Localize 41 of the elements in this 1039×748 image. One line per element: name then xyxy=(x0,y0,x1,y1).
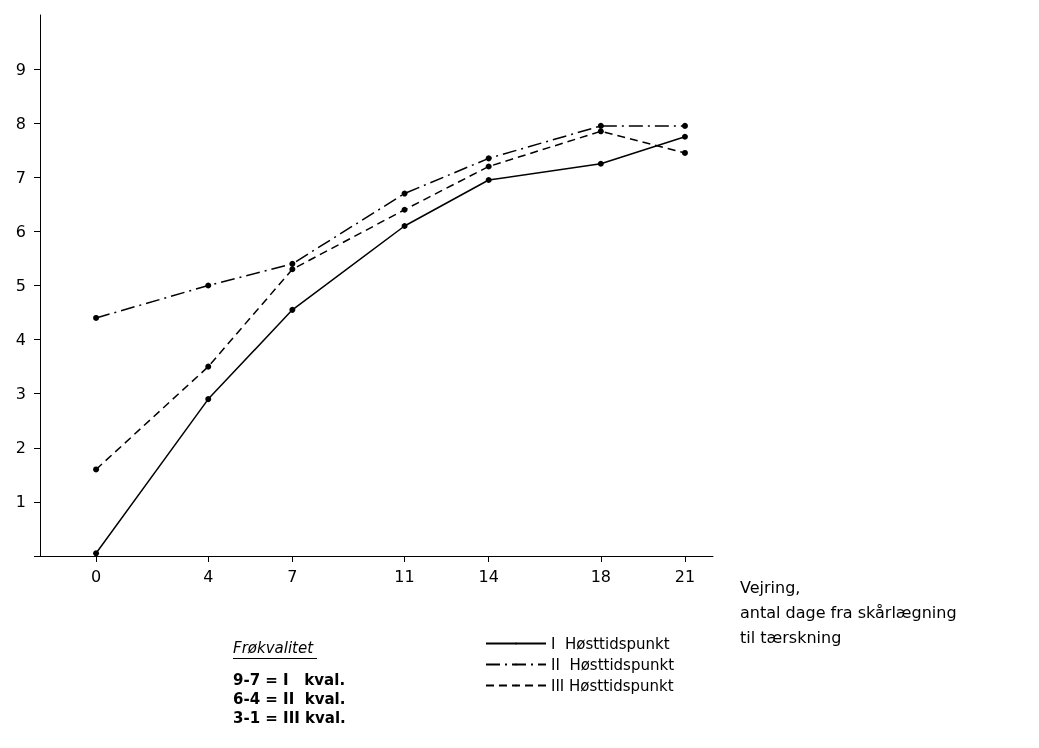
x-tick-label: 0 xyxy=(90,566,102,586)
legend-label: III Høsttidspunkt xyxy=(551,676,674,695)
text: Frøkvalitet xyxy=(233,638,315,657)
legend-label: I Høsttidspunkt xyxy=(551,634,670,653)
point xyxy=(289,306,296,313)
point xyxy=(205,396,212,403)
x-tick-label: 11 xyxy=(394,566,415,586)
x-tick-label: 14 xyxy=(478,566,499,586)
x-axis-title: Vejring, antal dage fra skårlægning til tærskning xyxy=(740,578,957,647)
point xyxy=(401,206,408,213)
y-tick-label: 6 xyxy=(15,221,26,241)
y-tick-label: 9 xyxy=(15,59,26,79)
point xyxy=(93,466,100,473)
point xyxy=(681,149,688,156)
y-tick-label: 4 xyxy=(15,330,26,350)
point xyxy=(681,133,688,140)
x-tick-label: 21 xyxy=(674,566,696,586)
point xyxy=(93,550,100,557)
y-tick-label: 8 xyxy=(15,113,26,133)
point xyxy=(681,122,688,129)
point xyxy=(401,190,408,197)
point xyxy=(205,363,212,370)
x-tick-label: 7 xyxy=(287,566,298,586)
legend-label: II Høsttidspunkt xyxy=(551,655,675,674)
y-tick-label: 5 xyxy=(15,276,26,295)
point xyxy=(485,155,492,162)
point xyxy=(289,266,296,273)
x-tick-label: 18 xyxy=(590,566,612,586)
text: 9-7 = I kval. 6-4 = II kval. 3-1 = III kval. xyxy=(233,670,346,727)
y-tick-label: 2 xyxy=(15,438,26,458)
point xyxy=(597,122,604,129)
point xyxy=(205,282,212,289)
x-tick-label: 4 xyxy=(203,566,214,586)
point xyxy=(401,222,408,229)
point xyxy=(485,177,492,183)
point xyxy=(597,160,604,167)
point xyxy=(93,314,100,321)
y-tick-label: 7 xyxy=(15,167,26,187)
y-tick-label: 1 xyxy=(15,492,26,512)
y-tick-label: 3 xyxy=(15,384,26,404)
point xyxy=(597,128,604,135)
